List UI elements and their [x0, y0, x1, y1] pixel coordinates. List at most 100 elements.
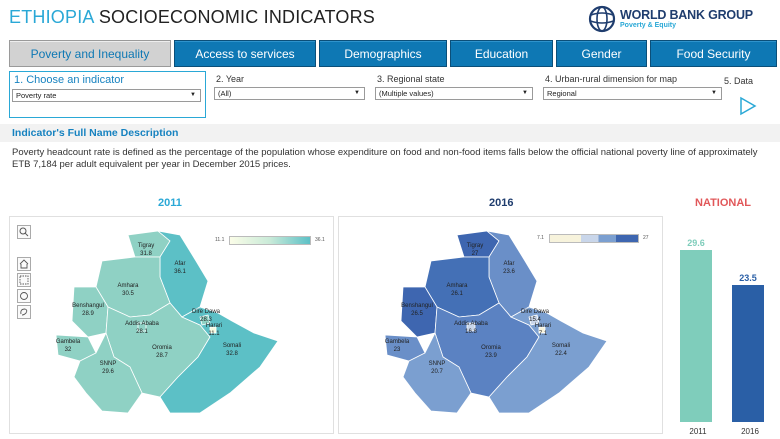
urban-rural-filter: 4. Urban-rural dimension for map Regiona… [541, 71, 726, 118]
filter-bar: 1. Choose an indicator Poverty rate ▼ 2.… [9, 71, 777, 119]
description-body: Poverty headcount rate is defined as the… [12, 147, 758, 170]
urban-rural-filter-label: 4. Urban-rural dimension for map [545, 74, 678, 84]
world-bank-logo: WORLD BANK GROUP Poverty & Equity [588, 3, 772, 35]
urban-rural-select-value: Regional [547, 89, 577, 98]
year-select[interactable]: (All) ▼ [214, 87, 365, 100]
indicator-select-value: Poverty rate [16, 91, 57, 100]
region-label-harari: Harari [535, 323, 551, 329]
region-label-dire-dawa: Dire Dawa [192, 309, 221, 315]
bar-2011[interactable] [680, 250, 712, 422]
legend-2016-max: 27 [643, 235, 649, 241]
region-value-amhara: 30.5 [122, 291, 134, 297]
region-value-addis-ababa: 16.8 [465, 329, 477, 335]
region-label-addis-ababa: Addis Ababa [125, 321, 159, 327]
play-icon[interactable] [738, 96, 758, 116]
map-2011[interactable]: Tigray 31.8 Afar 36.1 Amhara 30.5 Benshangul 28… [10, 217, 335, 435]
region-value-benshangul: 26.5 [411, 311, 423, 317]
map-2011-title: 2011 [158, 197, 182, 209]
indicator-filter: 1. Choose an indicator Poverty rate ▼ [9, 71, 206, 118]
legend-2016-min: 7.1 [537, 235, 544, 241]
lasso-tool[interactable] [17, 305, 31, 319]
data-label: 5. Data [724, 76, 754, 86]
region-value-snnp: 29.6 [102, 369, 114, 375]
tab-bar: Poverty and Inequality Access to service… [9, 40, 777, 68]
bar-value-2011: 29.6 [687, 238, 705, 248]
region-filter: 3. Regional state (Multiple values) ▼ [373, 71, 537, 118]
region-label-tigray: Tigray [467, 243, 483, 249]
region-value-harari: 7.1 [539, 331, 548, 337]
map-2016-title: 2016 [489, 197, 514, 209]
region-value-snnp: 20.7 [431, 369, 443, 375]
tab-poverty-inequality[interactable]: Poverty and Inequality [9, 40, 171, 67]
map-2011-panel[interactable]: Tigray 31.8 Afar 36.1 Amhara 30.5 Benshangul 28… [9, 216, 334, 434]
tab-food-security[interactable]: Food Security [650, 40, 777, 67]
logo-tagline: Poverty & Equity [620, 22, 677, 30]
region-value-oromia: 28.7 [156, 353, 168, 359]
region-value-afar: 36.1 [174, 269, 186, 275]
year-select-value: (All) [218, 89, 232, 98]
region-snnp [402, 331, 472, 414]
region-harari [538, 326, 546, 334]
logo-name: WORLD BANK GROUP [620, 7, 753, 22]
map-2016-panel[interactable]: Tigray 27 Afar 23.6 Amhara 26.1 Benshangul 26.5… [338, 216, 663, 434]
bar-category-2016: 2016 [741, 427, 759, 436]
region-value-dire-dawa: 28.3 [200, 317, 212, 323]
search-tool[interactable] [17, 225, 31, 239]
region-addis-ababa [137, 322, 147, 332]
description-title: Indicator's Full Name Description [12, 127, 179, 139]
region-label-dire-dawa: Dire Dawa [521, 309, 550, 315]
radial-select-tool[interactable] [17, 289, 31, 303]
tab-gender[interactable]: Gender [556, 40, 647, 67]
globe-icon [588, 5, 616, 33]
region-value-gambela: 23 [394, 347, 401, 353]
region-value-amhara: 26.1 [451, 291, 463, 297]
lasso-icon [20, 308, 28, 316]
region-label-addis-ababa: Addis Ababa [454, 321, 488, 327]
region-label-amhara: Amhara [446, 283, 468, 289]
chevron-down-icon: ▼ [190, 92, 196, 98]
bar-category-2011: 2011 [689, 427, 707, 436]
region-value-dire-dawa: 15.4 [529, 317, 541, 323]
title-subject: SOCIOECONOMIC INDICATORS [98, 7, 375, 27]
national-chart[interactable]: 29.6 23.5 2011 2016 [680, 216, 776, 436]
region-label-gambela: Gambela [56, 339, 81, 345]
region-value-oromia: 23.9 [485, 353, 497, 359]
map-2016[interactable]: Tigray 27 Afar 23.6 Amhara 26.1 Benshangul 26.5… [339, 217, 664, 435]
urban-rural-select[interactable]: Regional ▼ [543, 87, 722, 100]
chevron-down-icon: ▼ [522, 90, 528, 96]
region-select[interactable]: (Multiple values) ▼ [375, 87, 533, 100]
region-value-gambela: 32 [65, 347, 72, 353]
tab-access-services[interactable]: Access to services [174, 40, 316, 67]
region-label-oromia: Oromia [152, 345, 172, 351]
region-harari [209, 326, 217, 334]
region-somali [159, 306, 279, 414]
region-value-tigray: 31.8 [140, 251, 152, 257]
region-label-benshangul: Benshangul [401, 303, 433, 309]
tab-demographics[interactable]: Demographics [319, 40, 447, 67]
region-label-afar: Afar [174, 261, 185, 267]
region-label-harari: Harari [206, 323, 222, 329]
region-filter-label: 3. Regional state [377, 74, 445, 84]
region-label-somali: Somali [552, 343, 570, 349]
region-addis-ababa [466, 322, 476, 332]
rect-select-tool[interactable] [17, 273, 31, 287]
region-label-somali: Somali [223, 343, 241, 349]
indicator-select[interactable]: Poverty rate ▼ [12, 89, 201, 102]
region-select-value: (Multiple values) [379, 89, 434, 98]
map-2016-legend: 7.1 27 [537, 233, 655, 245]
region-snnp [73, 331, 143, 414]
region-label-amhara: Amhara [117, 283, 139, 289]
indicator-filter-label: 1. Choose an indicator [14, 74, 125, 86]
region-label-oromia: Oromia [481, 345, 501, 351]
chevron-down-icon: ▼ [354, 90, 360, 96]
legend-2016-ramp [549, 234, 639, 243]
region-label-tigray: Tigray [138, 243, 154, 249]
legend-2011-min: 11.1 [215, 237, 225, 243]
search-icon [19, 227, 29, 237]
bar-2016[interactable] [732, 285, 764, 422]
legend-2011-ramp [229, 236, 311, 245]
title-country: ETHIOPIA [9, 7, 94, 27]
home-tool[interactable] [17, 257, 31, 271]
tab-education[interactable]: Education [450, 40, 553, 67]
region-dire-dawa [528, 314, 540, 326]
